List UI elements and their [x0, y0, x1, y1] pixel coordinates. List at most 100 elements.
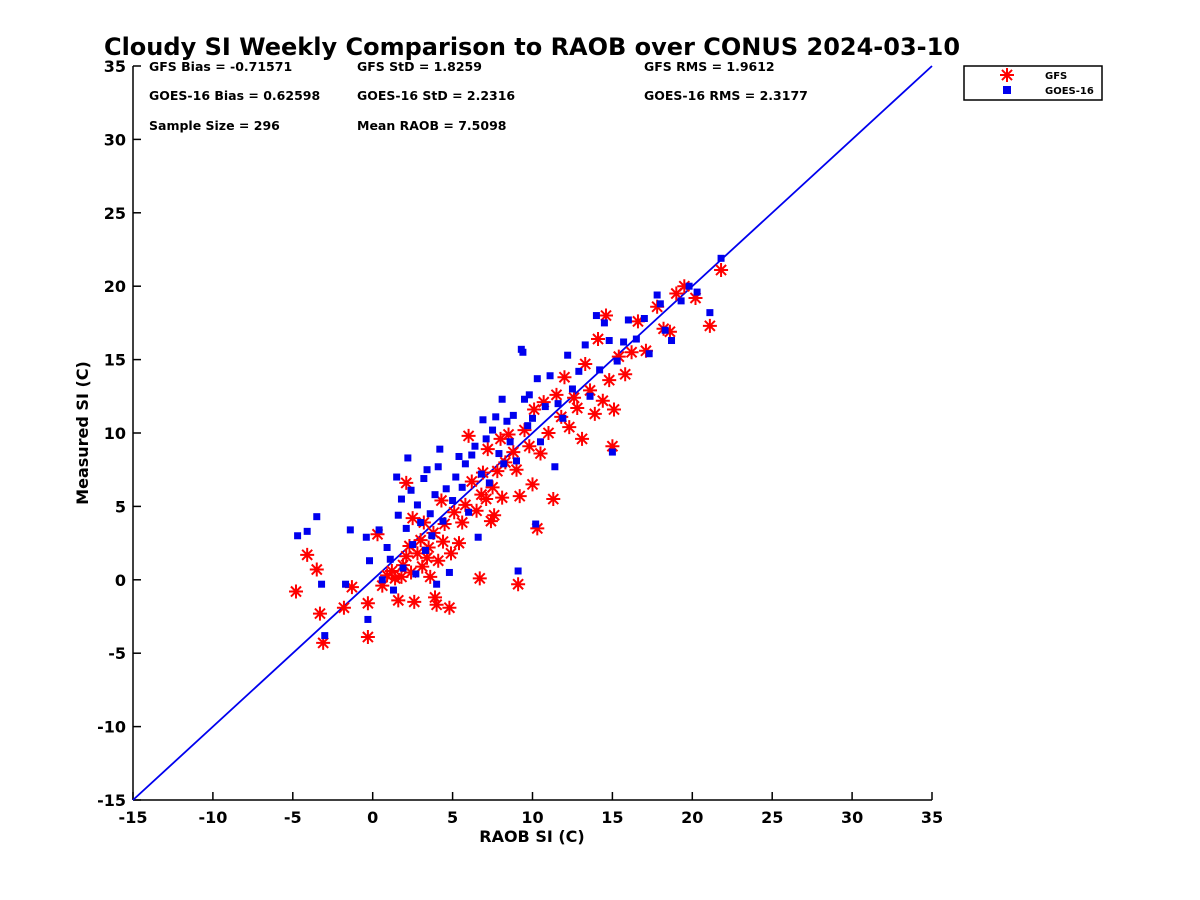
- goes-16-point: [506, 438, 514, 446]
- gfs-point: [436, 534, 451, 549]
- goes-16-point: [668, 337, 676, 345]
- gfs-point: [480, 442, 495, 457]
- goes-16-point: [393, 473, 401, 481]
- goes-16-point: [551, 463, 559, 471]
- gfs-point: [407, 594, 422, 609]
- x-tick-label: 35: [921, 808, 943, 827]
- gfs-point: [611, 349, 626, 364]
- goes-16-point: [364, 615, 372, 623]
- goes-16-point: [532, 520, 540, 528]
- goes-16-point: [436, 445, 444, 453]
- gfs-point: [605, 439, 620, 454]
- goes-16-point: [407, 486, 415, 494]
- goes-16-point: [431, 491, 439, 499]
- goes-16-point: [482, 435, 490, 443]
- y-tick-label: 25: [104, 204, 126, 223]
- x-tick-label: -10: [198, 808, 227, 827]
- goes-16-point: [294, 532, 302, 540]
- gfs-point: [702, 318, 717, 333]
- gfs-point: [399, 549, 414, 564]
- goes-16-point: [519, 348, 527, 356]
- goes-16-point: [581, 341, 589, 349]
- goes-16-point: [389, 586, 397, 594]
- gfs-point: [533, 446, 548, 461]
- goes-16-point: [533, 375, 541, 383]
- gfs-point: [570, 401, 585, 416]
- gfs-point: [458, 497, 473, 512]
- goes-16-point: [426, 510, 434, 518]
- stat-gfs-rms: GFS RMS = 1.9612: [644, 59, 775, 74]
- gfs-point: [578, 357, 593, 372]
- gfs-point: [606, 402, 621, 417]
- gfs-point: [479, 492, 494, 507]
- goes-16-point: [624, 316, 632, 324]
- goes-16-point: [458, 483, 466, 491]
- gfs-point: [557, 370, 572, 385]
- goes-16-point: [375, 526, 383, 534]
- goes-16-point: [485, 479, 493, 487]
- y-axis-label: Measured SI (C): [73, 361, 92, 505]
- goes-16-point: [592, 312, 600, 320]
- goes-16-point: [503, 417, 511, 425]
- goes-16-point: [492, 413, 500, 421]
- goes-16-point: [632, 335, 640, 343]
- goes-16-point: [346, 526, 354, 534]
- goes-16-point: [417, 519, 425, 527]
- gfs-point: [309, 562, 324, 577]
- y-tick-label: 0: [115, 571, 126, 590]
- gfs-point: [512, 489, 527, 504]
- stat-sample-size: Sample Size = 296: [149, 118, 280, 133]
- gfs-point: [562, 420, 577, 435]
- legend-label-goes-16: GOES-16: [1045, 86, 1094, 97]
- gfs-point: [517, 423, 532, 438]
- y-tick-label: -10: [97, 718, 126, 737]
- goes-16-point: [575, 367, 583, 375]
- x-tick-label: 15: [601, 808, 623, 827]
- goes-16-point: [620, 338, 628, 346]
- gfs-point: [630, 314, 645, 329]
- goes-16-point: [412, 570, 420, 578]
- goes-16-point: [313, 513, 321, 521]
- gfs-point: [522, 439, 537, 454]
- gfs-point: [583, 383, 598, 398]
- gfs-point: [595, 393, 610, 408]
- gfs-point: [451, 536, 466, 551]
- goes-16-point: [685, 282, 693, 290]
- stats-block: GFS Bias = -0.71571 GFS StD = 1.8259 GFS…: [149, 59, 808, 133]
- goes-16-point: [596, 366, 604, 374]
- goes-16-point: [559, 414, 567, 422]
- goes-16-point: [362, 533, 370, 541]
- goes-16-point: [433, 580, 441, 588]
- gfs-point: [312, 606, 327, 621]
- goes-16-point: [608, 448, 616, 456]
- gfs-point: [662, 324, 677, 339]
- goes-16-point: [439, 517, 447, 525]
- goes-16-point: [474, 533, 482, 541]
- x-tick-label: 10: [521, 808, 543, 827]
- gfs-point: [464, 474, 479, 489]
- x-tick-label: 30: [841, 808, 863, 827]
- goes-16-point: [465, 508, 473, 516]
- goes-16-point: [677, 297, 685, 305]
- legend-box: [963, 65, 1103, 101]
- goes-16-point: [513, 457, 521, 465]
- gfs-point: [591, 332, 606, 347]
- goes-16-point: [378, 576, 386, 584]
- gfs-point: [527, 402, 542, 417]
- goes-16-point: [321, 632, 329, 640]
- goes-16-point: [413, 501, 421, 509]
- goes-16-point: [500, 460, 508, 468]
- gfs-point: [487, 508, 502, 523]
- gfs-point: [300, 547, 315, 562]
- gfs-point: [316, 635, 331, 650]
- gfs-point: [288, 584, 303, 599]
- gfs-point: [399, 475, 414, 490]
- gfs-point: [404, 565, 419, 580]
- goes-16-point: [495, 450, 503, 458]
- gfs-point: [624, 345, 639, 360]
- x-tick-label: 5: [447, 808, 458, 827]
- goes-16-point: [706, 309, 714, 317]
- gfs-point: [391, 593, 406, 608]
- legend: GFS GOES-16: [963, 65, 1103, 101]
- goes-16-point: [471, 442, 479, 450]
